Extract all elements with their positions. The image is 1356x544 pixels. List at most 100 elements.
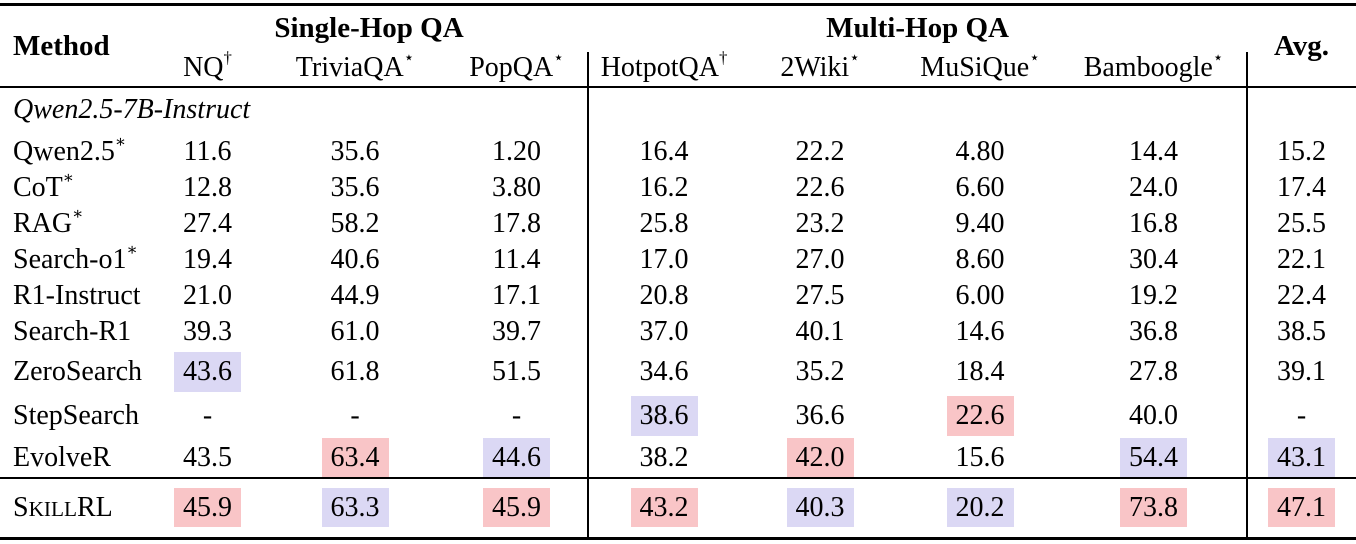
- section-label: Qwen2.5-7B-Instruct: [13, 94, 251, 126]
- results-table: Method Single-Hop QA Multi-Hop QA Avg. N…: [0, 6, 1356, 537]
- value-cell: -: [202, 400, 213, 432]
- method-marker: ∗: [62, 167, 75, 187]
- value-cell: 24.0: [1129, 172, 1179, 204]
- value-cell: 43.1: [1247, 438, 1356, 478]
- method-name: SKILLRL: [13, 491, 113, 523]
- method-name: ZeroSearch: [13, 356, 143, 388]
- dataset-marker: ⋆: [403, 47, 415, 67]
- second-score-highlight: 40.3: [786, 487, 854, 528]
- table-row-skillrl: SKILLRL 45.9 63.3 45.9 43.2 40.3 20.2 73.8 47.1: [0, 477, 1356, 537]
- value-cell: 43.2: [588, 477, 740, 537]
- method-name: Search-o1∗: [13, 239, 138, 276]
- value-cell: 16.4: [639, 136, 689, 168]
- col-header-method: Method: [13, 29, 110, 62]
- value-cell: 45.9: [150, 477, 265, 537]
- second-score-highlight: 44.6: [483, 438, 550, 478]
- table-row-rag: RAG∗ 27.4 58.2 17.8 25.8 23.2 9.40 16.8 25.5: [0, 203, 1356, 242]
- dataset-marker: ⋆: [1212, 47, 1224, 67]
- value-cell: 6.60: [955, 172, 1005, 204]
- value-cell: 27.0: [795, 244, 845, 276]
- bottom-rule: [0, 537, 1356, 540]
- best-score-highlight: 45.9: [483, 487, 550, 528]
- value-cell: 44.9: [330, 280, 380, 312]
- value-cell: 19.4: [183, 244, 232, 276]
- method-name: Qwen2.5∗: [13, 131, 127, 168]
- column-separator-singlehop-multihop: [587, 52, 589, 537]
- dataset-marker: ⋆: [849, 47, 860, 67]
- second-score-highlight: 43.6: [174, 352, 241, 392]
- value-cell: 15.6: [955, 442, 1005, 473]
- value-cell: 1.20: [492, 136, 541, 168]
- value-cell: 39.7: [492, 316, 541, 348]
- value-cell: 54.4: [1060, 438, 1247, 478]
- value-cell: 35.6: [330, 136, 380, 168]
- value-cell: 61.0: [330, 316, 380, 348]
- value-cell: 38.6: [588, 394, 740, 438]
- table-row-evolver: EvolveR 43.5 63.4 44.6 38.2 42.0 15.6 54.4 43.1: [0, 438, 1356, 478]
- method-marker: ∗: [72, 203, 84, 223]
- value-cell: 14.6: [955, 316, 1005, 348]
- value-cell: 30.4: [1129, 244, 1179, 276]
- value-cell: 27.8: [1129, 356, 1179, 388]
- value-cell: 43.6: [150, 350, 265, 394]
- table-row-r1-instruct: R1-Instruct 21.0 44.9 17.1 20.8 27.5 6.00 19.2 2…: [0, 278, 1356, 314]
- value-cell: 8.60: [955, 244, 1005, 276]
- dataset-marker: ⋆: [1029, 47, 1040, 67]
- value-cell: 20.2: [900, 477, 1060, 537]
- method-name: EvolveR: [13, 442, 111, 473]
- value-cell: 17.0: [639, 244, 689, 276]
- value-cell: 17.8: [492, 208, 541, 240]
- value-cell: 4.80: [955, 136, 1005, 168]
- col-group-multi-hop-qa: Multi-Hop QA: [826, 11, 1009, 44]
- col-header-hotpotqa: HotpotQA†: [600, 47, 728, 84]
- value-cell: 25.8: [639, 208, 689, 240]
- method-name: CoT∗: [13, 167, 75, 204]
- value-cell: 63.4: [265, 438, 445, 478]
- table-row-zerosearch: ZeroSearch 43.6 61.8 51.5 34.6 35.2 18.4 27.8 39…: [0, 350, 1356, 394]
- value-cell: 36.6: [795, 400, 845, 432]
- value-cell: 3.80: [492, 172, 541, 204]
- col-group-single-hop-qa: Single-Hop QA: [274, 11, 464, 44]
- value-cell: 34.6: [639, 356, 689, 388]
- method-name: R1-Instruct: [13, 280, 141, 312]
- value-cell: 14.4: [1129, 136, 1179, 168]
- small-caps-text: KILL: [28, 496, 77, 521]
- value-cell: 9.40: [955, 208, 1005, 240]
- best-score-highlight: 22.6: [946, 396, 1014, 436]
- second-score-highlight: 38.6: [630, 396, 698, 436]
- value-cell: 22.2: [795, 136, 845, 168]
- column-separator-avg: [1246, 52, 1248, 537]
- value-cell: 39.1: [1277, 356, 1327, 388]
- value-cell: 19.2: [1129, 280, 1179, 312]
- table-row-search-o1: Search-o1∗ 19.4 40.6 11.4 17.0 27.0 8.60 30.4 22…: [0, 239, 1356, 278]
- value-cell: 20.8: [639, 280, 689, 312]
- method-marker: ∗: [114, 131, 127, 151]
- value-cell: 21.0: [183, 280, 232, 312]
- best-score-highlight: 45.9: [174, 487, 241, 528]
- value-cell: 18.4: [955, 356, 1005, 388]
- top-rule: [0, 3, 1356, 6]
- value-cell: 27.5: [795, 280, 845, 312]
- col-header-popqa: PopQA⋆: [469, 47, 564, 84]
- table-row-search-r1: Search-R1 39.3 61.0 39.7 37.0 40.1 14.6 36.8 38.…: [0, 314, 1356, 350]
- value-cell: 40.1: [795, 316, 845, 348]
- header-rule: [0, 86, 1356, 88]
- value-cell: 11.4: [492, 244, 541, 276]
- col-header-avg: Avg.: [1273, 29, 1330, 62]
- second-score-highlight: 43.1: [1268, 438, 1336, 478]
- value-cell: 47.1: [1247, 477, 1356, 537]
- best-score-highlight: 63.4: [321, 438, 389, 478]
- col-header-triviaqa: TriviaQA⋆: [295, 47, 415, 84]
- method-marker: ∗: [126, 239, 138, 259]
- col-header-2wiki: 2Wiki⋆: [780, 47, 860, 84]
- dataset-marker: †: [718, 47, 728, 67]
- value-cell: 45.9: [445, 477, 588, 537]
- value-cell: 22.6: [795, 172, 845, 204]
- value-cell: 38.5: [1277, 316, 1327, 348]
- value-cell: 22.1: [1277, 244, 1327, 276]
- value-cell: 16.2: [639, 172, 689, 204]
- value-cell: 35.6: [330, 172, 380, 204]
- value-cell: 23.2: [795, 208, 845, 240]
- value-cell: 22.6: [900, 394, 1060, 438]
- col-header-musique: MuSiQue⋆: [920, 47, 1040, 84]
